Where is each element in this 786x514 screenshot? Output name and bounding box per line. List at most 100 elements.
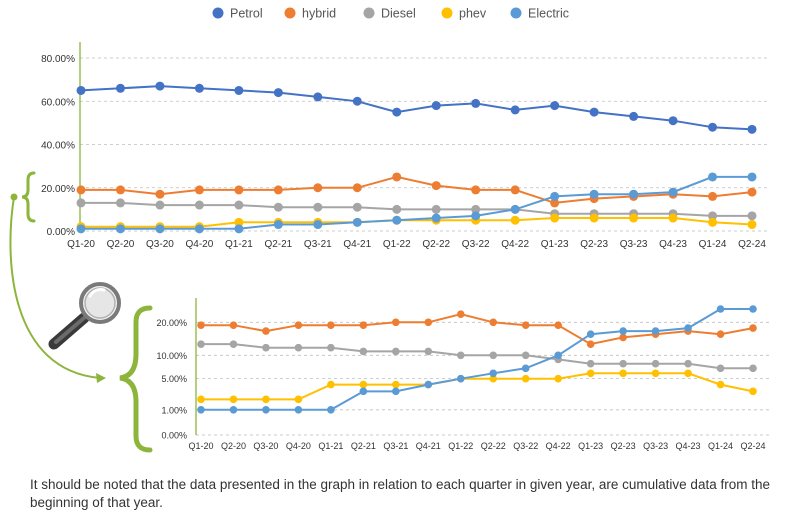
x-tick-label: Q2-24	[738, 239, 766, 250]
data-point-hybrid	[352, 183, 362, 193]
x-tick-label: Q3-22	[462, 239, 490, 250]
data-point-phev	[294, 395, 303, 404]
data-point-hybrid	[747, 187, 757, 197]
x-tick-label: Q2-21	[264, 239, 292, 250]
data-point-diesel	[586, 359, 595, 368]
series-line-electric	[201, 308, 753, 411]
data-point-electric	[550, 191, 560, 201]
data-point-electric	[352, 217, 362, 227]
data-point-electric	[749, 305, 757, 313]
legend-marker-phev	[441, 7, 453, 19]
x-tick-label: Q4-23	[676, 441, 701, 451]
data-point-electric	[668, 187, 678, 197]
y-tick-label: 0.00%	[47, 227, 75, 238]
data-point-phev	[629, 213, 639, 223]
data-point-electric	[313, 220, 323, 230]
data-point-electric	[234, 224, 244, 234]
large-brace	[119, 305, 153, 453]
data-point-electric	[629, 189, 639, 199]
data-point-electric	[359, 387, 368, 396]
data-point-phev	[392, 380, 400, 389]
data-point-electric	[586, 330, 595, 339]
legend-label-petrol: Petrol	[230, 7, 263, 21]
y-tick-label: 60.00%	[41, 97, 75, 108]
series-line-hybrid	[201, 313, 754, 346]
data-point-phev	[554, 374, 562, 383]
series-line-diesel	[81, 201, 752, 217]
data-point-electric	[747, 172, 757, 182]
y-tick-label: 80.00%	[41, 54, 75, 65]
x-tick-label: Q2-21	[351, 441, 376, 451]
data-point-electric	[510, 204, 520, 214]
data-point-hybrid	[294, 321, 303, 329]
x-tick-label: Q1-22	[383, 239, 411, 250]
data-point-diesel	[155, 200, 165, 210]
data-point-hybrid	[273, 185, 283, 195]
magnifying-glass-icon	[48, 282, 121, 350]
data-point-petrol	[629, 111, 639, 121]
x-tick-label: Q4-21	[343, 239, 371, 250]
x-tick-label: Q4-20	[186, 239, 214, 250]
data-point-phev	[684, 369, 692, 378]
data-point-diesel	[521, 351, 530, 360]
x-tick-label: Q2-24	[740, 441, 765, 451]
data-point-phev	[262, 395, 270, 404]
data-point-phev	[234, 217, 244, 227]
data-point-electric	[392, 215, 402, 225]
legend-label-electric: Electric	[528, 7, 569, 21]
data-point-diesel	[273, 202, 283, 212]
data-point-phev	[550, 213, 560, 223]
data-point-electric	[273, 220, 283, 230]
data-point-diesel	[313, 202, 323, 212]
legend-label-hybrid: hybrid	[302, 7, 336, 21]
data-point-electric	[194, 224, 204, 234]
data-point-phev	[708, 217, 718, 227]
data-point-diesel	[194, 200, 204, 210]
data-point-hybrid	[431, 181, 441, 191]
y-tick-label: 0.00%	[161, 431, 187, 441]
y-tick-label: 10.00%	[156, 351, 187, 361]
legend-label-phev: phev	[459, 7, 487, 21]
x-tick-label: Q1-22	[448, 441, 473, 451]
data-point-electric	[327, 406, 335, 414]
x-tick-label: Q3-21	[383, 441, 408, 451]
legend-marker-hybrid	[284, 7, 296, 19]
data-point-diesel	[716, 364, 725, 373]
x-tick-label: Q1-21	[318, 441, 343, 451]
series-line-electric	[81, 175, 752, 230]
data-point-diesel	[359, 347, 368, 356]
data-point-electric	[716, 305, 725, 313]
series-line-phev	[201, 372, 754, 401]
data-point-hybrid	[510, 185, 520, 195]
data-point-electric	[619, 327, 627, 335]
x-tick-label: Q4-23	[659, 239, 687, 250]
data-point-diesel	[197, 340, 205, 348]
data-point-hybrid	[554, 321, 562, 329]
data-point-hybrid	[619, 333, 627, 342]
data-point-hybrid	[234, 185, 244, 195]
data-point-diesel	[747, 211, 757, 221]
x-tick-label: Q1-23	[578, 441, 603, 451]
data-point-petrol	[273, 88, 283, 98]
y-tick-label: 40.00%	[41, 141, 75, 152]
data-point-diesel	[115, 198, 125, 208]
data-point-electric	[471, 211, 481, 221]
data-point-hybrid	[550, 198, 560, 208]
data-point-phev	[589, 213, 599, 223]
x-tick-label: Q2-20	[221, 441, 246, 451]
footnote: It should be noted that the data present…	[30, 477, 770, 510]
x-tick-label: Q3-20	[253, 441, 278, 451]
data-point-petrol	[471, 98, 481, 108]
x-tick-label: Q2-23	[611, 441, 636, 451]
data-point-hybrid	[456, 310, 465, 318]
data-point-electric	[262, 406, 270, 414]
main-chart: 0.00% 20.00% 40.00% 60.00% 80.00% Q1-20 Q2-20 Q…	[41, 42, 770, 250]
data-point-electric	[489, 369, 498, 378]
y-tick-label: 20.00%	[156, 318, 187, 328]
data-point-phev	[521, 374, 530, 383]
x-tick-label: Q3-22	[513, 441, 538, 451]
data-point-petrol	[510, 105, 520, 115]
data-point-petrol	[392, 107, 402, 117]
data-point-phev	[747, 220, 757, 230]
